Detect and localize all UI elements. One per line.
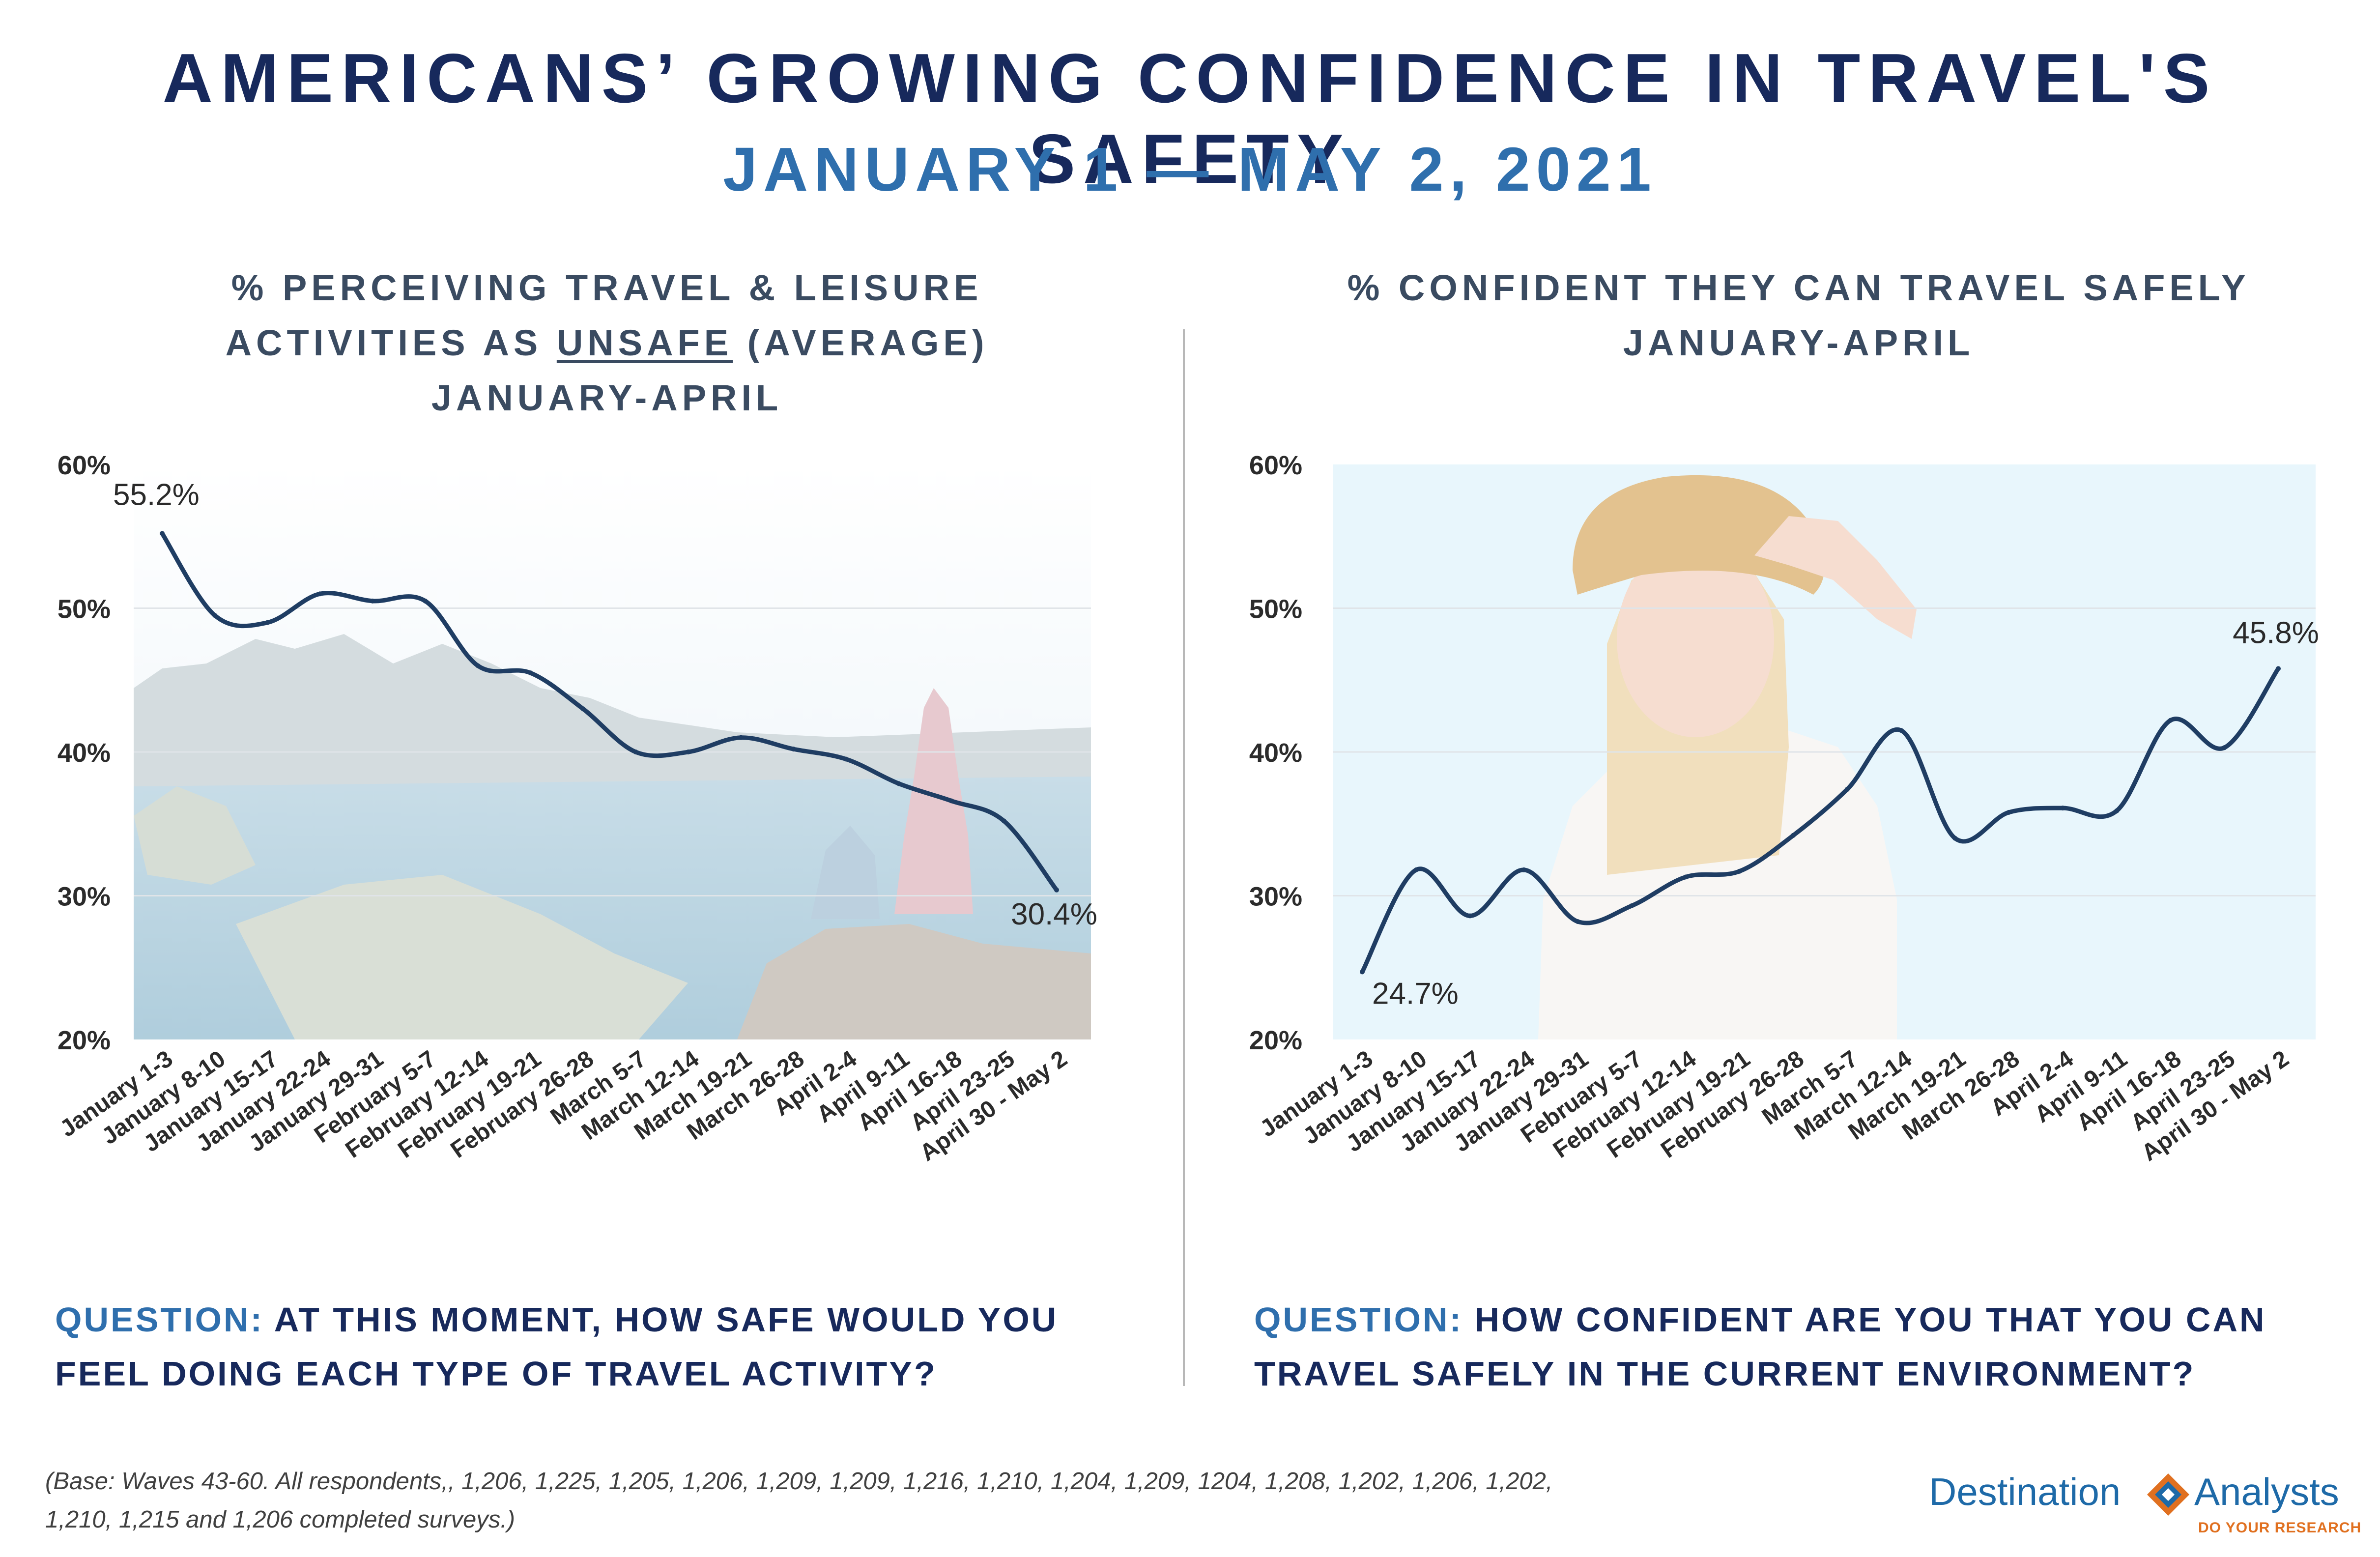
right-question-body: HOW CONFIDENT ARE YOU THAT YOU CAN TRAVE…: [1254, 1300, 2266, 1393]
y-tick-label: 60%: [1249, 451, 1302, 480]
data-point: [1521, 867, 1526, 872]
data-point: [1360, 969, 1365, 975]
left-title-line2-pre: ACTIVITIES AS: [225, 322, 557, 363]
page-subtitle: JANUARY 1 — MAY 2, 2021: [723, 135, 1657, 204]
y-tick-label: 60%: [57, 451, 111, 480]
y-tick-label: 40%: [1249, 738, 1302, 768]
data-point: [2276, 666, 2281, 671]
data-point: [212, 613, 218, 618]
left-title-line1: % PERCEIVING TRAVEL & LEISURE: [231, 267, 983, 308]
data-point: [265, 620, 270, 625]
y-tick-label: 30%: [57, 882, 111, 912]
left-data-labels: 55.2% 30.4%: [113, 478, 1097, 931]
data-point: [2222, 745, 2227, 750]
data-label: 24.7%: [1372, 977, 1459, 1011]
y-tick-label: 30%: [1249, 882, 1302, 912]
data-point: [2114, 808, 2120, 813]
left-question-body: AT THIS MOMENT, HOW SAFE WOULD YOU FEEL …: [55, 1300, 1059, 1393]
data-point: [580, 706, 586, 712]
left-title-line3: JANUARY-APRIL: [431, 377, 783, 418]
left-title-line2: ACTIVITIES AS UNSAFE (AVERAGE): [79, 316, 1135, 371]
data-point: [1413, 867, 1419, 872]
data-point: [528, 670, 533, 676]
right-title-line1: % CONFIDENT THEY CAN TRAVEL SAFELY: [1347, 267, 2250, 308]
footnote-line2: 1,210, 1,215 and 1,206 completed surveys…: [45, 1506, 516, 1533]
left-title-line2-post: (AVERAGE): [733, 322, 989, 363]
right-chart-title: % CONFIDENT THEY CAN TRAVEL SAFELY JANUA…: [1258, 260, 2339, 371]
data-point: [1001, 818, 1006, 824]
data-point: [1952, 836, 1958, 841]
data-point: [1629, 903, 1634, 908]
right-question-label: QUESTION:: [1254, 1300, 1463, 1339]
data-point: [475, 663, 481, 668]
right-title-line2: JANUARY-APRIL: [1623, 322, 1975, 363]
data-point: [738, 735, 744, 740]
y-tick-label: 50%: [57, 595, 111, 624]
data-label: 55.2%: [113, 478, 200, 512]
data-point: [423, 598, 428, 604]
data-point: [1791, 833, 1796, 838]
data-point: [791, 747, 796, 752]
left-title-underlined-word: UNSAFE: [556, 322, 733, 363]
right-question-text: QUESTION: HOW CONFIDENT ARE YOU THAT YOU…: [1254, 1293, 2360, 1401]
left-y-axis: 20% 30% 40% 50% 60%: [57, 451, 111, 1055]
data-point: [1844, 787, 1850, 792]
logo-tagline: DO YOUR RESEARCH: [2198, 1520, 2362, 1536]
data-point: [1737, 868, 1742, 874]
logo-word-analysts: Analysts: [2194, 1470, 2339, 1513]
data-point: [1575, 919, 1580, 924]
data-point: [633, 750, 638, 754]
y-tick-label: 50%: [1249, 595, 1302, 624]
logo-word-destination: Destination: [1929, 1470, 2121, 1513]
page-title: AMERICANS’ GROWING CONFIDENCE IN TRAVEL'…: [162, 39, 2218, 198]
right-y-axis: 20% 30% 40% 50% 60%: [1249, 451, 1302, 1055]
left-question-label: QUESTION:: [55, 1300, 264, 1339]
data-point: [2006, 809, 2011, 815]
data-point: [896, 781, 901, 786]
destination-analysts-logo: Destination Analysts DO YOUR RESEARCH: [1929, 1470, 2371, 1543]
data-point: [160, 531, 165, 536]
data-point: [843, 756, 849, 762]
y-tick-label: 20%: [57, 1026, 111, 1055]
data-point: [1054, 887, 1059, 893]
logo-diamond-icon: [2147, 1473, 2189, 1516]
data-point: [1898, 728, 1904, 733]
data-point: [2168, 718, 2173, 723]
data-point: [1467, 913, 1473, 919]
y-tick-label: 20%: [1249, 1026, 1302, 1055]
left-line-chart: 20% 30% 40% 50% 60% 55.2% 30.4% January 1-3Ja…: [55, 451, 1097, 1166]
data-point: [2060, 806, 2065, 811]
left-question-text: QUESTION: AT THIS MOMENT, HOW SAFE WOULD…: [55, 1293, 1117, 1401]
right-line-chart: 20% 30% 40% 50% 60% 24.7% 45.8% January 1-3Ja…: [1249, 451, 2319, 1166]
data-point: [1683, 874, 1688, 880]
data-point: [370, 598, 375, 604]
data-point: [686, 750, 691, 754]
left-chart-title: % PERCEIVING TRAVEL & LEISURE ACTIVITIES…: [79, 260, 1135, 426]
data-label: 30.4%: [1011, 897, 1097, 931]
footnote-line1: (Base: Waves 43-60. All respondents,, 1,…: [45, 1468, 1553, 1495]
y-tick-label: 40%: [57, 738, 111, 768]
right-series-line: [1360, 666, 2281, 975]
right-data-labels: 24.7% 45.8%: [1360, 616, 2319, 1011]
data-point: [948, 798, 954, 804]
left-series-line: [160, 531, 1059, 893]
data-label: 45.8%: [2233, 616, 2319, 650]
data-point: [317, 591, 323, 597]
panel-divider: [1183, 329, 1185, 1386]
base-footnote: (Base: Waves 43-60. All respondents,, 1,…: [45, 1462, 1864, 1539]
